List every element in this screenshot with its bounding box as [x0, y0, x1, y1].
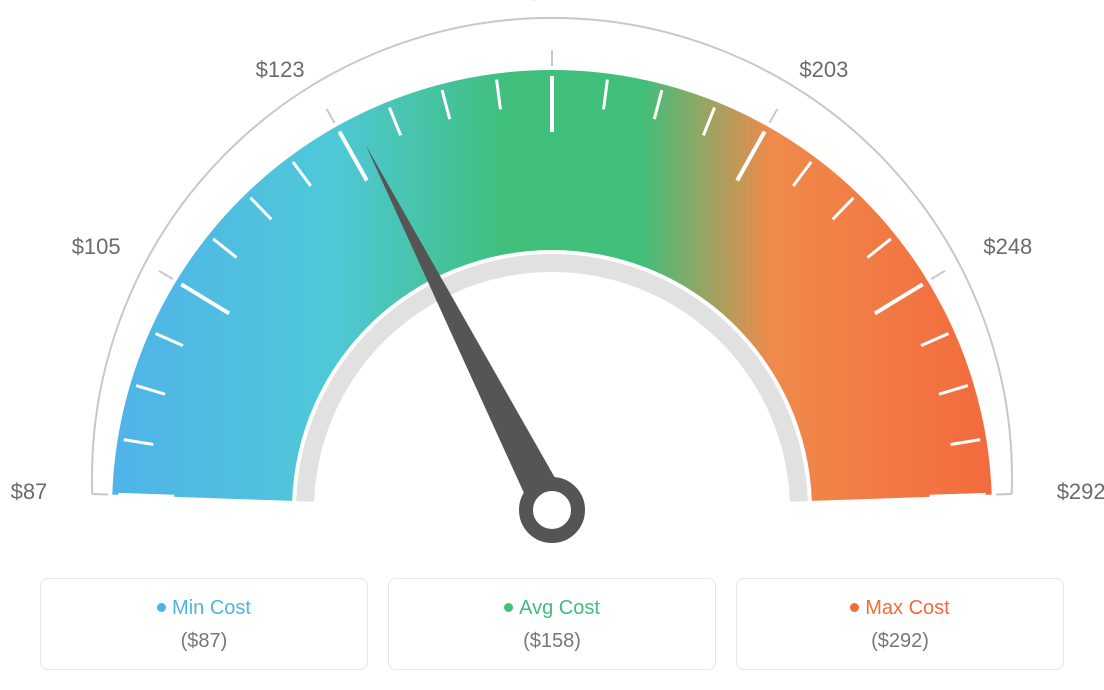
- gauge-tick-label: $158: [528, 0, 577, 5]
- gauge-area: $87 $105 $123 $158 $203 $248 $292: [0, 0, 1104, 560]
- gauge-tick-label: $105: [72, 234, 121, 260]
- gauge-tick-label: $292: [1057, 479, 1104, 505]
- legend-dot-min: [157, 603, 166, 612]
- legend-label-max: Max Cost: [865, 597, 949, 619]
- legend-value-min: ($87): [51, 630, 357, 653]
- legend-dot-max: [850, 603, 859, 612]
- legend-row: Min Cost ($87) Avg Cost ($158) Max Cost …: [40, 578, 1064, 670]
- legend-title-avg: Avg Cost: [399, 597, 705, 620]
- legend-card-avg: Avg Cost ($158): [388, 578, 716, 670]
- legend-label-avg: Avg Cost: [519, 597, 600, 619]
- legend-title-max: Max Cost: [747, 597, 1053, 620]
- gauge-svg: [0, 0, 1104, 560]
- legend-card-min: Min Cost ($87): [40, 578, 368, 670]
- legend-label-min: Min Cost: [172, 597, 251, 619]
- legend-value-avg: ($158): [399, 630, 705, 653]
- legend-value-max: ($292): [747, 630, 1053, 653]
- gauge-tick-label: $123: [256, 57, 305, 83]
- legend-title-min: Min Cost: [51, 597, 357, 620]
- legend-dot-avg: [504, 603, 513, 612]
- chart-container: $87 $105 $123 $158 $203 $248 $292 Min Cost ($8…: [0, 0, 1104, 690]
- gauge-tick-label: $87: [11, 479, 48, 505]
- gauge-tick-label: $203: [799, 57, 848, 83]
- gauge-tick-label: $248: [983, 234, 1032, 260]
- legend-card-max: Max Cost ($292): [736, 578, 1064, 670]
